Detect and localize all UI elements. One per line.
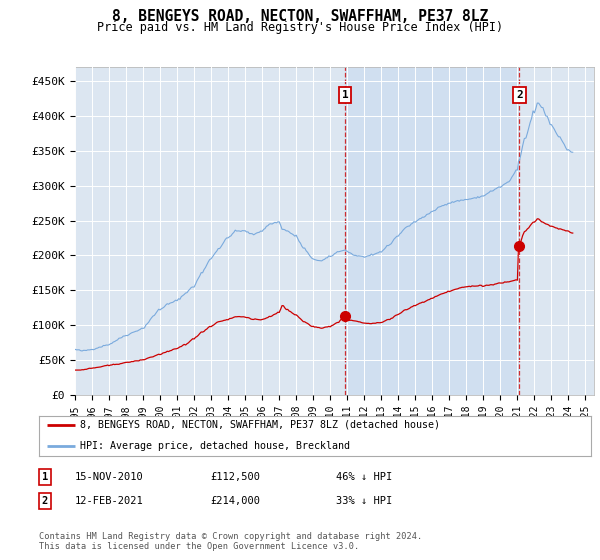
Text: 8, BENGEYS ROAD, NECTON, SWAFFHAM, PE37 8LZ (detached house): 8, BENGEYS ROAD, NECTON, SWAFFHAM, PE37 …	[80, 420, 440, 430]
Bar	[345, 67, 520, 395]
Text: Contains HM Land Registry data © Crown copyright and database right 2024.
This d: Contains HM Land Registry data © Crown c…	[39, 532, 422, 551]
Text: 12-FEB-2021: 12-FEB-2021	[75, 496, 144, 506]
Text: HPI: Average price, detached house, Breckland: HPI: Average price, detached house, Brec…	[80, 441, 350, 451]
Text: 2: 2	[516, 90, 523, 100]
Text: 2: 2	[42, 496, 48, 506]
Text: 46% ↓ HPI: 46% ↓ HPI	[336, 472, 392, 482]
Text: £214,000: £214,000	[210, 496, 260, 506]
Text: Price paid vs. HM Land Registry's House Price Index (HPI): Price paid vs. HM Land Registry's House …	[97, 21, 503, 34]
Text: 1: 1	[42, 472, 48, 482]
Text: £112,500: £112,500	[210, 472, 260, 482]
Text: 1: 1	[342, 90, 349, 100]
Text: 15-NOV-2010: 15-NOV-2010	[75, 472, 144, 482]
Text: 33% ↓ HPI: 33% ↓ HPI	[336, 496, 392, 506]
Text: 8, BENGEYS ROAD, NECTON, SWAFFHAM, PE37 8LZ: 8, BENGEYS ROAD, NECTON, SWAFFHAM, PE37 …	[112, 9, 488, 24]
